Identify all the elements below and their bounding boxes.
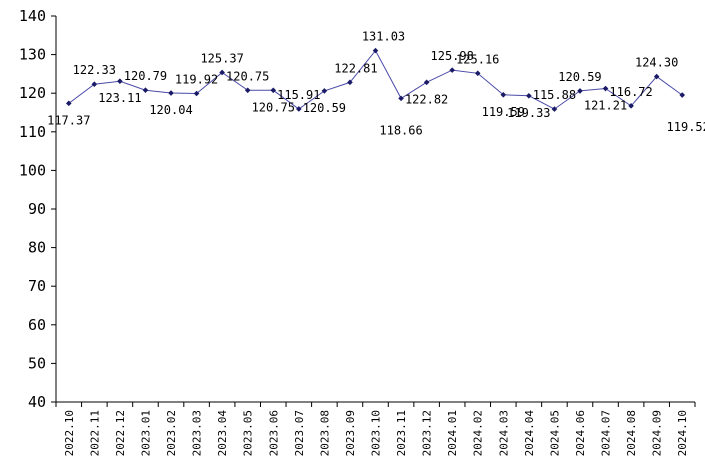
data-point [270,87,277,94]
data-label: 125.98 [431,49,474,63]
data-label: 120.75 [226,69,269,83]
x-tick-label: 2022.12 [114,410,127,456]
data-label: 125.37 [200,51,243,65]
data-point [628,103,634,109]
x-tick-label: 2022.11 [88,410,101,456]
x-tick-label: 2023.11 [395,410,408,456]
y-tick-label: 100 [19,161,46,179]
data-label: 117.37 [47,113,90,127]
x-tick-label: 2023.09 [344,410,357,456]
x-tick-label: 2023.02 [165,410,178,456]
data-point [193,90,200,97]
y-tick-label: 40 [28,393,46,411]
data-point-markers [65,47,686,112]
data-label: 120.59 [558,70,601,84]
data-label: 119.52 [667,120,705,134]
data-point [577,88,583,94]
x-tick-label: 2024.02 [472,410,485,456]
data-point [551,106,558,112]
x-tick-label: 2023.04 [216,410,229,457]
data-point [602,85,609,92]
data-point [653,73,660,80]
data-point [526,92,532,99]
x-tick-label: 2023.03 [191,410,204,456]
data-label: 120.75 [252,100,295,114]
x-tick-label: 2024.01 [446,410,459,456]
data-label: 115.91 [277,88,320,102]
data-label: 118.66 [379,123,422,137]
y-tick-label: 50 [28,354,46,372]
data-label: 116.72 [609,85,652,99]
data-point [449,67,455,73]
data-label: 115.88 [533,88,576,102]
data-label: 121.21 [584,99,627,113]
x-tick-label: 2024.08 [625,410,638,456]
data-point [219,69,225,76]
data-label: 122.82 [405,92,448,106]
data-label: 119.92 [175,73,218,87]
data-point [347,79,353,86]
data-point [321,88,328,94]
data-point [65,100,72,107]
data-label: 119.59 [482,105,525,119]
data-point [500,91,507,98]
x-tick-label: 2024.06 [574,410,587,456]
y-tick-label: 120 [19,84,46,102]
data-labels: 117.37 122.33 123.11 120.79 120.04 119.92 125.… [47,30,705,138]
data-label: 123.11 [98,91,141,105]
x-tick-label: 2023.05 [242,410,255,456]
data-label: 124.30 [635,56,678,70]
data-point [168,90,174,96]
x-tick-label: 2024.07 [600,410,613,456]
data-label: 119.33 [507,106,550,120]
x-tick-label: 2024.03 [497,410,510,456]
x-tick-label: 2023.01 [139,410,152,456]
x-tick-label: 2023.07 [293,410,306,456]
data-label: 122.81 [334,61,377,75]
data-label: 125.16 [456,52,499,66]
data-point [398,95,404,102]
data-point [244,87,251,94]
data-label: 131.03 [362,30,405,44]
x-tick-label: 2023.10 [370,410,383,456]
y-tick-label: 60 [28,316,46,334]
y-tick-label: 80 [28,239,46,257]
data-label: 122.33 [73,63,116,77]
data-label: 120.04 [149,103,192,117]
x-tick-label: 2023.08 [318,410,331,456]
y-tick-label: 140 [19,7,46,25]
x-tick-label: 2022.10 [63,410,76,456]
x-tick-label: 2024.04 [523,410,536,457]
y-tick-label: 70 [28,277,46,295]
x-tick-label: 2023.06 [267,410,280,456]
data-point [117,78,123,84]
y-tick-label: 90 [28,200,46,218]
y-tick-label: 130 [19,46,46,64]
x-axis-ticks: 2022.10 2022.11 2022.12 2023.01 2023.02 2023.… [55,402,696,457]
y-axis-ticks: 40 50 60 70 80 90 100 110 120 130 140 [19,7,56,411]
data-point [296,106,302,112]
data-point [474,70,481,77]
x-tick-label: 2024.10 [676,410,689,456]
y-tick-label: 110 [19,123,46,141]
data-label: 120.59 [303,101,346,115]
data-point [423,79,430,86]
x-tick-label: 2023.12 [421,410,434,456]
x-tick-label: 2024.09 [651,410,664,456]
data-label: 120.79 [124,69,167,83]
data-point [372,47,379,54]
data-point [142,87,149,93]
x-tick-label: 2024.05 [548,410,561,456]
data-point [91,81,98,88]
data-point [679,92,686,98]
